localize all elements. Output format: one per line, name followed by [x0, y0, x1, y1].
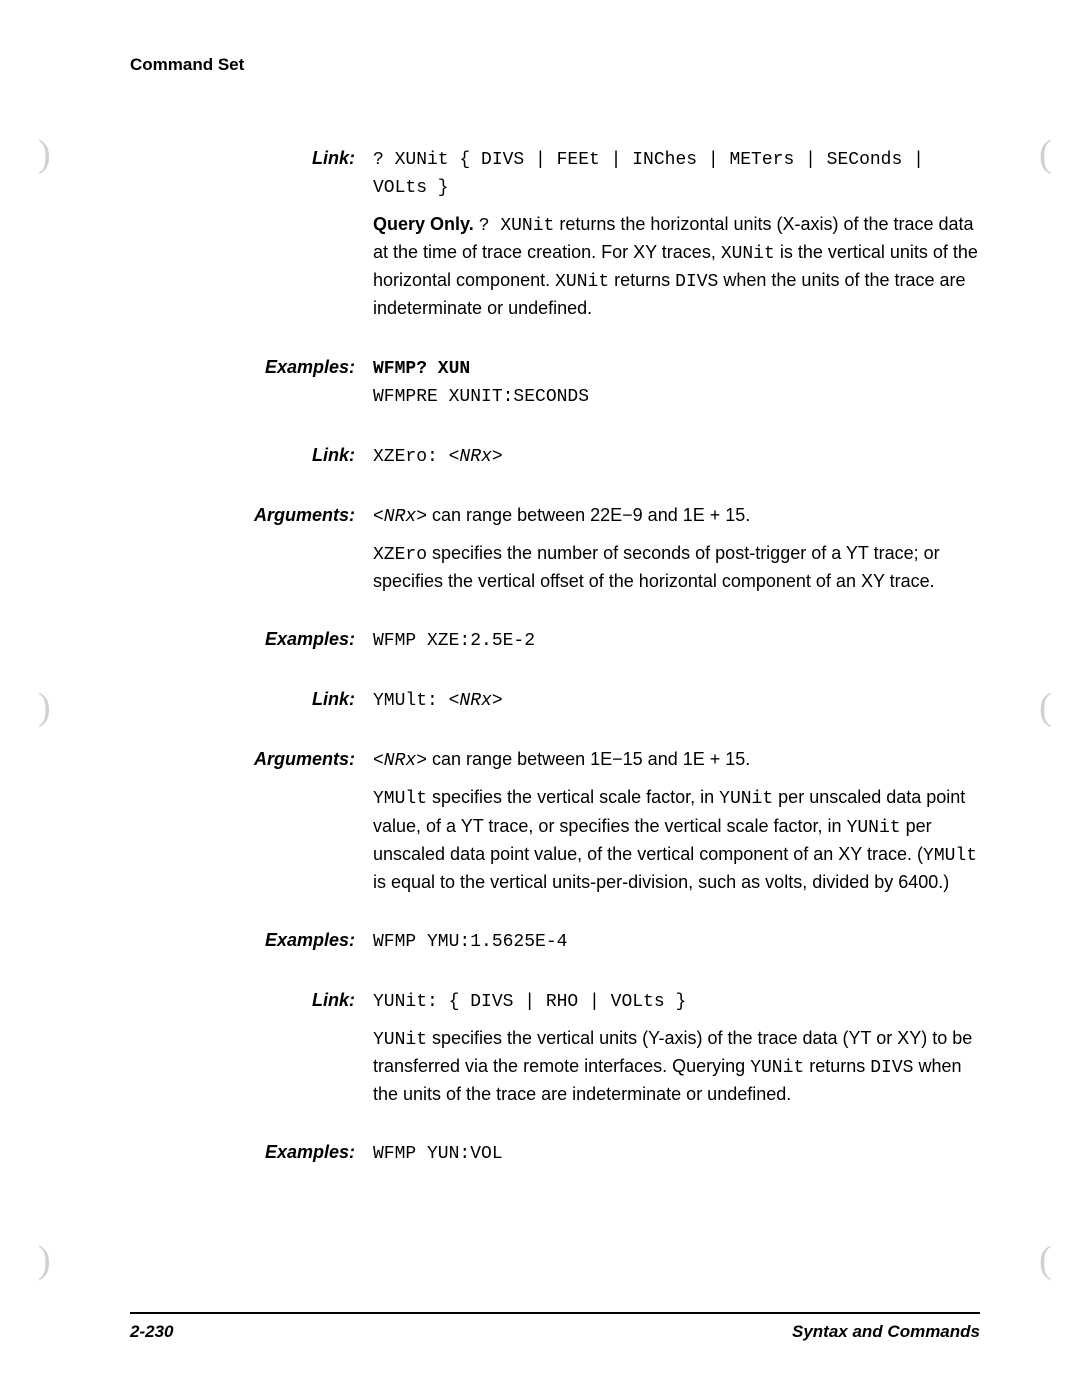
- doc-entry: Link:? XUNit { DIVS | FEEt | INChes | ME…: [130, 145, 980, 322]
- entry-label: Examples:: [130, 354, 373, 410]
- syntax-line: <NRx> can range between 22E−9 and 1E + 1…: [373, 502, 980, 530]
- entry-label: Examples:: [130, 626, 373, 654]
- binding-mark-icon: ): [1039, 1238, 1052, 1282]
- text-run: YUNit: [719, 789, 773, 809]
- entry-content: WFMP? XUN WFMPRE XUNIT:SECONDS: [373, 354, 980, 410]
- entry-label: Arguments:: [130, 746, 373, 894]
- doc-entry: Examples:WFMP YMU:1.5625E-4: [130, 927, 980, 955]
- page-number: 2-230: [130, 1322, 173, 1342]
- syntax-line: WFMP XZE:2.5E-2: [373, 626, 980, 654]
- text-run: WFMP YMU:1.5625E-4: [373, 932, 567, 952]
- doc-entry: Examples:WFMP XZE:2.5E-2: [130, 626, 980, 654]
- entry-label: Examples:: [130, 1139, 373, 1167]
- text-run: YUNit: [847, 818, 901, 838]
- text-run: <NRx>: [449, 447, 503, 467]
- text-run: ? XUNit { DIVS | FEEt | INChes | METers …: [373, 150, 924, 198]
- doc-entry: Link:YUNit: { DIVS | RHO | VOLts } YUNit …: [130, 987, 980, 1107]
- binding-mark-icon: ): [38, 685, 51, 729]
- text-run: YUNit: [750, 1058, 804, 1078]
- entry-content: ? XUNit { DIVS | FEEt | INChes | METers …: [373, 145, 980, 322]
- entry-content: <NRx> can range between 22E−9 and 1E + 1…: [373, 502, 980, 594]
- text-run: is equal to the vertical units-per-divis…: [373, 872, 949, 892]
- description: YMUlt specifies the vertical scale facto…: [373, 784, 980, 894]
- text-run: XZEro:: [373, 447, 449, 467]
- binding-mark-icon: ): [38, 132, 51, 176]
- description: Query Only. ? XUNit returns the horizont…: [373, 211, 980, 321]
- entry-content: <NRx> can range between 1E−15 and 1E + 1…: [373, 746, 980, 894]
- entry-content: XZEro: <NRx>: [373, 442, 980, 470]
- syntax-line: ? XUNit { DIVS | FEEt | INChes | METers …: [373, 145, 980, 201]
- text-run: YUNit: { DIVS | RHO | VOLts }: [373, 992, 686, 1012]
- text-run: DIVS: [675, 272, 718, 292]
- text-run: <NRx>: [373, 507, 427, 527]
- syntax-line: YMUlt: <NRx>: [373, 686, 980, 714]
- entry-content: WFMP YMU:1.5625E-4: [373, 927, 980, 955]
- entry-label: Arguments:: [130, 502, 373, 594]
- text-run: specifies the number of seconds of post-…: [373, 543, 940, 591]
- doc-entry: Arguments:<NRx> can range between 1E−15 …: [130, 746, 980, 894]
- footer-rule: [130, 1312, 980, 1314]
- text-run: YMUlt: [923, 846, 977, 866]
- footer-row: 2-230 Syntax and Commands: [130, 1322, 980, 1342]
- entry-label: Link:: [130, 686, 373, 714]
- text-run: can range between 22E−9 and 1E + 15.: [427, 505, 750, 525]
- description: YUNit specifies the vertical units (Y-ax…: [373, 1025, 980, 1107]
- binding-mark-icon: ): [1039, 685, 1052, 729]
- section-title: Syntax and Commands: [792, 1322, 980, 1342]
- syntax-line: WFMP? XUN WFMPRE XUNIT:SECONDS: [373, 354, 980, 410]
- text-run: XUNit: [721, 244, 775, 264]
- syntax-line: WFMP YMU:1.5625E-4: [373, 927, 980, 955]
- syntax-line: YUNit: { DIVS | RHO | VOLts }: [373, 987, 980, 1015]
- text-run: can range between 1E−15 and 1E + 15.: [427, 749, 750, 769]
- doc-entry: Examples:WFMP YUN:VOL: [130, 1139, 980, 1167]
- text-run: ? XUNit: [479, 216, 555, 236]
- text-run: XUNit: [555, 272, 609, 292]
- page-footer: 2-230 Syntax and Commands: [130, 1312, 980, 1342]
- entry-label: Examples:: [130, 927, 373, 955]
- text-run: WFMPRE XUNIT:SECONDS: [373, 387, 589, 407]
- description: XZEro specifies the number of seconds of…: [373, 540, 980, 594]
- entry-label: Link:: [130, 145, 373, 322]
- entry-label: Link:: [130, 987, 373, 1107]
- text-run: YMUlt: [373, 789, 427, 809]
- text-run: <NRx>: [373, 751, 427, 771]
- doc-entry: Examples:WFMP? XUN WFMPRE XUNIT:SECONDS: [130, 354, 980, 410]
- text-run: returns: [804, 1056, 870, 1076]
- entry-label: Link:: [130, 442, 373, 470]
- binding-mark-icon: ): [1039, 132, 1052, 176]
- entry-content: YUNit: { DIVS | RHO | VOLts } YUNit speci…: [373, 987, 980, 1107]
- text-run: <NRx>: [449, 691, 503, 711]
- doc-entry: Link:XZEro: <NRx>: [130, 442, 980, 470]
- text-run: WFMP YUN:VOL: [373, 1144, 503, 1164]
- text-run: returns: [609, 270, 675, 290]
- text-run: WFMP XZE:2.5E-2: [373, 631, 535, 651]
- syntax-line: WFMP YUN:VOL: [373, 1139, 980, 1167]
- page: Command Set Link:? XUNit { DIVS | FEEt |…: [0, 0, 1080, 1397]
- entry-content: YMUlt: <NRx>: [373, 686, 980, 714]
- entry-content: WFMP XZE:2.5E-2: [373, 626, 980, 654]
- text-run: XZEro: [373, 545, 427, 565]
- text-run: YMUlt:: [373, 691, 449, 711]
- binding-mark-icon: ): [38, 1238, 51, 1282]
- body-content: Link:? XUNit { DIVS | FEEt | INChes | ME…: [130, 145, 980, 1167]
- text-run: specifies the vertical scale factor, in: [427, 787, 719, 807]
- doc-entry: Arguments:<NRx> can range between 22E−9 …: [130, 502, 980, 594]
- doc-entry: Link:YMUlt: <NRx>: [130, 686, 980, 714]
- syntax-line: XZEro: <NRx>: [373, 442, 980, 470]
- text-run: YUNit: [373, 1030, 427, 1050]
- syntax-line: <NRx> can range between 1E−15 and 1E + 1…: [373, 746, 980, 774]
- text-run: Query Only.: [373, 214, 474, 234]
- text-run: DIVS: [870, 1058, 913, 1078]
- page-header: Command Set: [130, 55, 980, 75]
- entry-content: WFMP YUN:VOL: [373, 1139, 980, 1167]
- text-run: WFMP? XUN: [373, 359, 470, 379]
